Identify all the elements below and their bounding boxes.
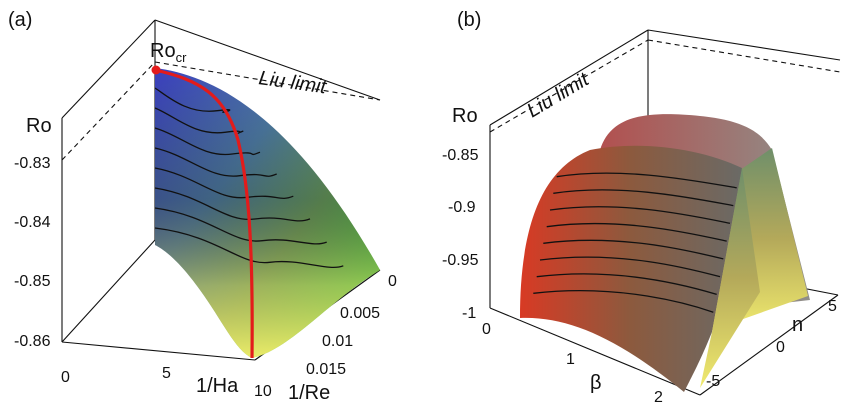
a-x-axis-label: 1/Ha [196,375,239,397]
a-liu-limit-left [61,61,156,161]
a-liu-limit-line [154,61,381,101]
a-contour-line [154,87,231,113]
a-y-tick-1: 0.005 [340,305,380,322]
a-contour-line [154,127,261,156]
a-contour-line [154,107,244,134]
a-x-axis-line [61,341,256,361]
b-y-axis-label: n [792,314,803,336]
a-y-tick-2: 0.01 [322,333,353,350]
b-x-tick-0: 0 [482,321,491,338]
a-y-tick-3: 0.015 [306,361,346,378]
b-liu-limit-left [489,39,649,133]
a-contour-line [154,227,344,268]
a-z-tick-2: -0.85 [14,273,51,290]
b-x-tick-2: 2 [654,389,663,406]
a-y-tick-0: 0 [388,273,397,290]
b-x-axis-line [489,307,701,396]
a-x-tick-2: 10 [254,383,272,400]
panel-b-label: (b) [457,9,481,31]
a-contour-line [154,167,294,199]
b-z-tick-0: -0.85 [442,147,479,164]
b-x-axis-label: β [590,372,602,394]
a-frame-top-back [154,19,381,101]
a-z-axis-label: Ro [26,115,52,137]
a-x-tick-1: 5 [162,365,171,382]
b-contours [533,172,737,313]
b-z-tick-1: -0.9 [448,199,476,216]
b-y-tick-1: 0 [776,339,785,356]
a-contour-line [154,207,327,245]
b-liu-limit-label: Liu limit [523,68,594,123]
b-z-tick-3: -1 [462,305,476,322]
a-ro-cr-label: Rocr [150,40,187,65]
b-y-tick-2: 5 [828,298,837,315]
b-frame-top-back [647,29,841,61]
a-critical-point [151,65,161,75]
b-y-tick-0: -5 [706,373,720,390]
b-contour-line [546,222,727,242]
b-z-tick-2: -0.95 [442,252,479,269]
b-z-axis-label: Ro [452,105,478,127]
a-liu-limit-label: Liu limit [257,67,329,98]
b-contour-line [553,189,734,207]
a-z-tick-3: -0.86 [14,333,51,350]
a-z-tick-1: -0.84 [14,214,51,231]
b-contour-line [533,290,714,313]
panel-b: (b) Liu limit Ro -0.85 -0.9 -0.95 -1 0 1… [442,9,841,406]
a-surface-shading [155,68,380,358]
b-x-tick-1: 1 [566,351,575,368]
b-contour-line [549,206,731,224]
b-contour-line [543,239,724,260]
a-frame-top-left [61,19,156,119]
panel-a: (a) Rocr Liu limit Ro -0.83 -0.84 -0.85 … [8,9,397,404]
a-contour-line [154,147,277,177]
b-contour-line [536,273,717,296]
b-contour-line [556,172,737,189]
a-ridge-curve [154,68,254,359]
a-floor-edge-left [61,239,156,343]
b-surface-peak-front [700,168,760,388]
b-contour-line [539,256,721,278]
a-contours [154,87,344,268]
panel-a-label: (a) [8,9,32,31]
a-y-axis-label: 1/Re [288,382,330,404]
b-y-axis-line [699,294,839,396]
a-z-tick-0: -0.83 [14,155,51,172]
b-frame-top-left [489,29,649,126]
a-contour-line [154,187,311,222]
b-liu-limit-back [647,39,841,73]
a-x-tick-0: 0 [61,369,70,386]
